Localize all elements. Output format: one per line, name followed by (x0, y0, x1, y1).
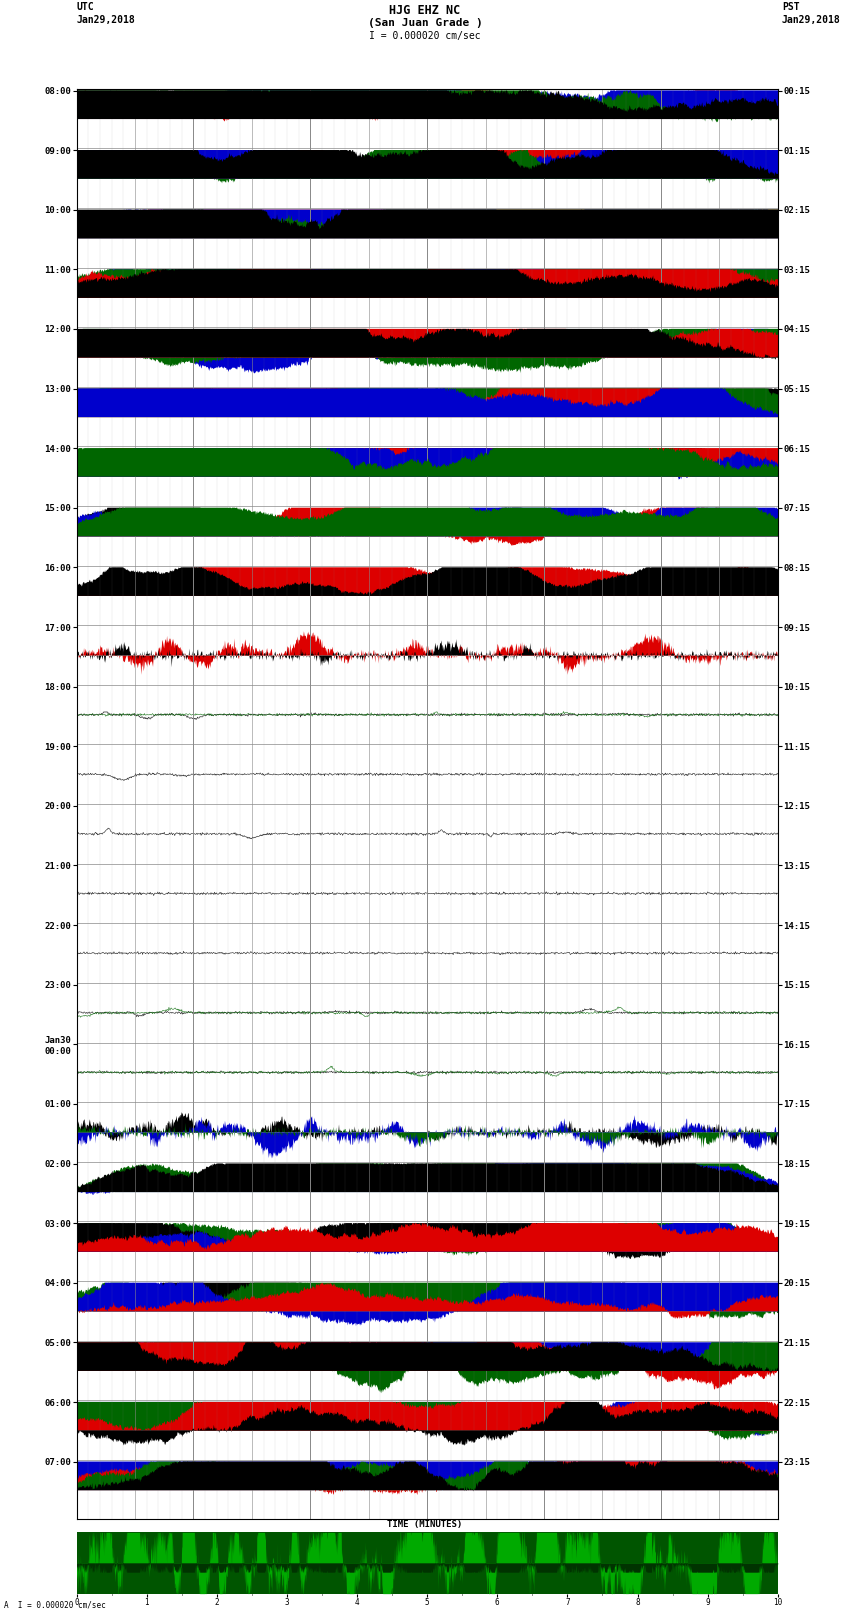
Text: TIME (MINUTES): TIME (MINUTES) (388, 1519, 462, 1529)
Text: I = 0.000020 cm/sec: I = 0.000020 cm/sec (369, 31, 481, 40)
Text: (San Juan Grade ): (San Juan Grade ) (367, 18, 483, 27)
Text: Jan29,2018: Jan29,2018 (782, 15, 841, 24)
Text: UTC: UTC (76, 3, 94, 13)
Text: A  I = 0.000020 cm/sec: A I = 0.000020 cm/sec (4, 1600, 106, 1610)
Text: Jan29,2018: Jan29,2018 (76, 15, 135, 24)
Text: PST: PST (782, 3, 800, 13)
Text: HJG EHZ NC: HJG EHZ NC (389, 5, 461, 18)
